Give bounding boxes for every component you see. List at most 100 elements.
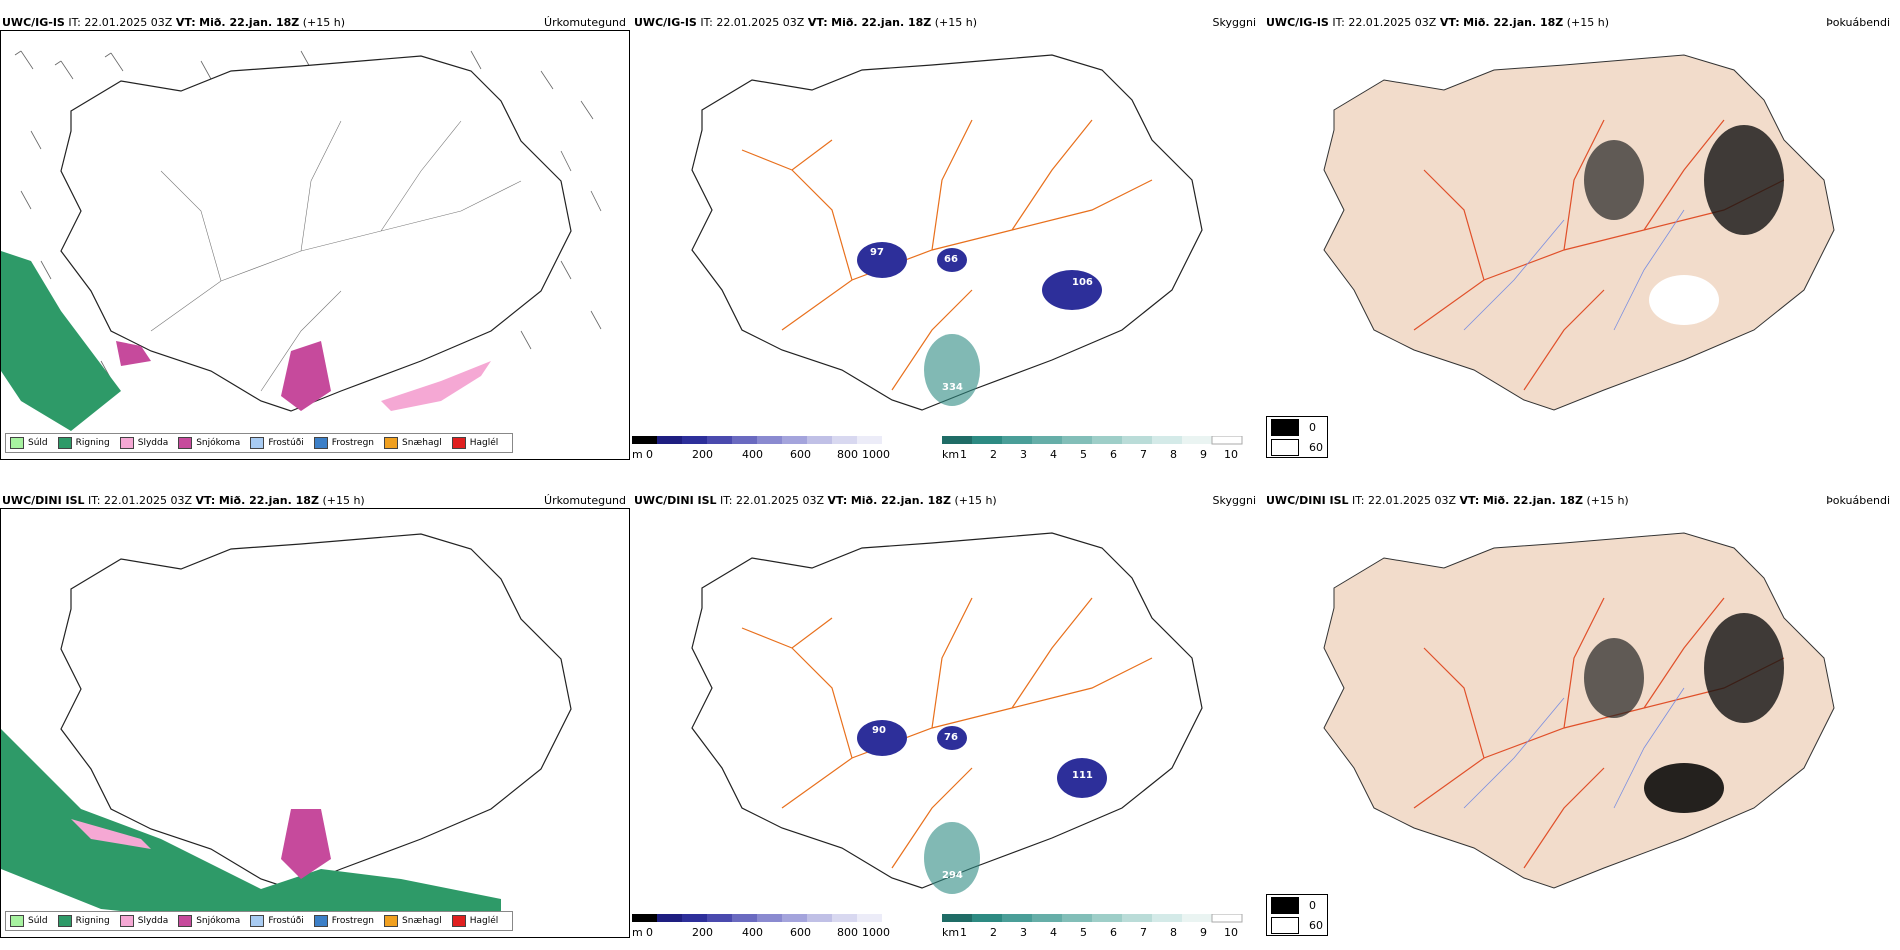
svg-text:4: 4 <box>1050 926 1057 939</box>
fog-blob <box>1704 125 1784 235</box>
precip-title: Úrkomutegund <box>544 16 626 29</box>
ceiling-blob <box>1057 758 1107 798</box>
legend-rigning: Rigning <box>57 437 110 449</box>
panel-header: UWC/IG-IS IT: 22.01.2025 03Z VT: Mið. 22… <box>1266 16 1610 29</box>
fog-legend: 0 60 <box>1266 894 1328 936</box>
ceiling-label: 106 <box>1072 277 1093 288</box>
svg-text:km: km <box>942 448 959 461</box>
vis-blob <box>924 334 980 406</box>
legend-sudd: Súld <box>10 437 48 449</box>
svg-text:400: 400 <box>742 448 763 461</box>
svg-text:1000: 1000 <box>862 448 890 461</box>
svg-text:3: 3 <box>1020 926 1027 939</box>
rivers <box>1463 687 1685 809</box>
fog-title: Þokuábendi <box>1826 494 1890 507</box>
iceland-outline <box>691 532 1203 889</box>
ceiling-colorbar: m 0 200 400 600 800 1000 <box>632 436 892 462</box>
svg-text:200: 200 <box>692 926 713 939</box>
precip-legend: Súld Rigning Slydda Snjókoma Frostúði Fr… <box>5 911 514 931</box>
snow-area-west <box>116 341 151 366</box>
vis-blob <box>924 822 980 894</box>
svg-text:km: km <box>942 926 959 939</box>
ceiling-blob <box>937 248 967 272</box>
legend-snaehagl: Snæhagl <box>384 437 442 449</box>
panel-header: UWC/DINI ISL IT: 22.01.2025 03Z VT: Mið.… <box>2 494 365 507</box>
roads <box>150 120 522 392</box>
iceland-outline <box>60 533 572 890</box>
fog-blob <box>1584 140 1644 220</box>
roads <box>1413 119 1785 391</box>
precip-panel-1: UWC/IG-IS IT: 22.01.2025 03Z VT: Mið. 22… <box>0 0 630 460</box>
svg-text:10: 10 <box>1224 448 1238 461</box>
svg-text:600: 600 <box>790 926 811 939</box>
roads <box>741 597 1153 869</box>
snow-area <box>281 809 331 879</box>
ceiling-blob <box>1042 270 1102 310</box>
sleet-area <box>71 819 151 849</box>
legend-rigning: Rigning <box>57 915 110 927</box>
svg-text:4: 4 <box>1050 448 1057 461</box>
rivers <box>1463 209 1685 331</box>
svg-text:600: 600 <box>790 448 811 461</box>
ceiling-colorbar: m 0 200 400 600 800 1000 <box>632 914 892 940</box>
svg-text:2: 2 <box>990 448 997 461</box>
ceiling-label: 76 <box>944 732 958 743</box>
ceiling-label: 90 <box>872 725 886 736</box>
fog-legend: 0 60 <box>1266 416 1328 458</box>
svg-text:5: 5 <box>1080 448 1087 461</box>
iceland-outline <box>691 54 1203 411</box>
vis-swatches <box>942 914 1243 923</box>
panel-header: UWC/DINI ISL IT: 22.01.2025 03Z VT: Mið.… <box>634 494 997 507</box>
legend-slydda: Slydda <box>119 437 168 449</box>
sleet-area <box>381 361 491 411</box>
rain-area <box>1 251 121 431</box>
svg-text:800: 800 <box>837 448 858 461</box>
svg-text:7: 7 <box>1140 448 1147 461</box>
precip-map[interactable]: Súld Rigning Slydda Snjókoma Frostúði Fr… <box>0 30 630 460</box>
unit: m <box>632 448 643 461</box>
cloud-panel-1: UWC/IG-IS IT: 22.01.2025 03Z VT: Mið. 22… <box>632 0 1262 462</box>
fog-map[interactable]: 0 60 <box>1264 30 1894 460</box>
legend-snaehagl: Snæhagl <box>384 915 442 927</box>
svg-text:m: m <box>632 926 643 939</box>
fog-blob <box>1644 763 1724 813</box>
ceiling-swatches <box>632 436 882 444</box>
svg-text:9: 9 <box>1200 448 1207 461</box>
ceiling-label: 111 <box>1072 770 1093 781</box>
fog-blob <box>1704 613 1784 723</box>
svg-text:2: 2 <box>990 926 997 939</box>
svg-text:3: 3 <box>1020 448 1027 461</box>
iceland-outline <box>60 55 572 412</box>
legend-haglel: Haglél <box>451 437 498 449</box>
precip-map[interactable]: Súld Rigning Slydda Snjókoma Frostúði Fr… <box>0 508 630 938</box>
fog-panel-2: UWC/DINI ISL IT: 22.01.2025 03Z VT: Mið.… <box>1264 478 1894 938</box>
cloud-map[interactable]: 90 76 111 294 <box>632 508 1262 940</box>
svg-text:1000: 1000 <box>862 926 890 939</box>
vis-colorbar: km 1 2 3 4 5 6 7 8 9 10 <box>942 914 1252 940</box>
svg-text:8: 8 <box>1170 448 1177 461</box>
svg-text:0: 0 <box>646 926 653 939</box>
legend-frostregn: Frostregn <box>313 437 374 449</box>
svg-text:7: 7 <box>1140 926 1147 939</box>
legend-frostregn: Frostregn <box>313 915 374 927</box>
ceiling-label: 334 <box>942 382 963 393</box>
cloud-title: Skyggni <box>1212 494 1256 507</box>
svg-text:10: 10 <box>1224 926 1238 939</box>
legend-frostudi: Frostúði <box>250 915 304 927</box>
svg-text:9: 9 <box>1200 926 1207 939</box>
fog-free <box>1649 275 1719 325</box>
fog-map[interactable]: 0 60 <box>1264 508 1894 938</box>
legend-snjokoma: Snjókoma <box>178 437 240 449</box>
precip-panel-2: UWC/DINI ISL IT: 22.01.2025 03Z VT: Mið.… <box>0 478 630 938</box>
ceiling-label: 66 <box>944 254 958 265</box>
ceiling-blob <box>857 720 907 756</box>
vis-swatches <box>942 436 1243 445</box>
cloud-panel-2: UWC/DINI ISL IT: 22.01.2025 03Z VT: Mið.… <box>632 478 1262 940</box>
svg-text:800: 800 <box>837 926 858 939</box>
svg-text:6: 6 <box>1110 448 1117 461</box>
svg-text:8: 8 <box>1170 926 1177 939</box>
cloud-map[interactable]: 97 66 106 334 <box>632 30 1262 462</box>
ceiling-blob <box>857 242 907 278</box>
vis-colorbar: km 1 2 3 4 5 6 7 8 9 10 <box>942 436 1252 462</box>
svg-text:6: 6 <box>1110 926 1117 939</box>
